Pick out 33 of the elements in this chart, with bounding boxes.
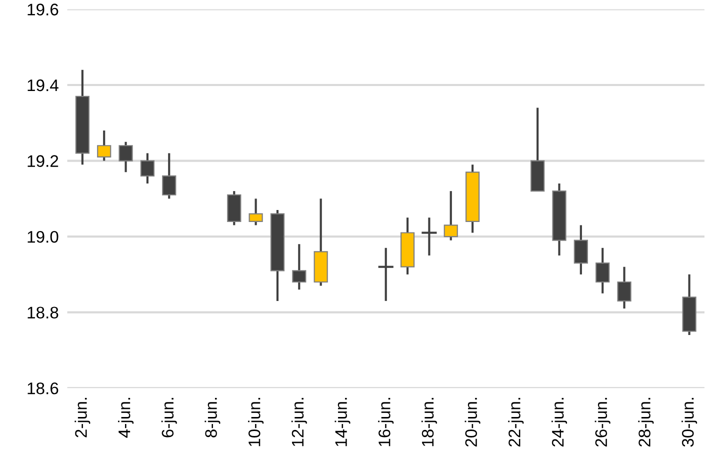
x-tick-label: 6-jun. bbox=[161, 398, 177, 438]
y-tick-label: 19.4 bbox=[28, 79, 58, 92]
y-tick-label: 19.2 bbox=[28, 155, 58, 167]
candlestick bbox=[596, 246, 610, 294]
x-tick-label: 30-jun. bbox=[682, 398, 698, 447]
x-tick-label: 10-jun. bbox=[248, 398, 264, 446]
y-tick-label: 19.6 bbox=[28, 4, 58, 16]
candlestick bbox=[378, 246, 394, 302]
x-tick-label: 2-jun. bbox=[74, 398, 90, 438]
y-tick-label: 19.0 bbox=[28, 230, 58, 243]
x-tick-label: 16-jun. bbox=[378, 398, 394, 446]
x-tick-label: 14-jun. bbox=[334, 398, 350, 446]
candlestick bbox=[617, 266, 632, 310]
candlestick bbox=[140, 152, 155, 185]
candlestick bbox=[118, 140, 133, 174]
x-tick-label: 18-jun. bbox=[421, 398, 437, 446]
candlestick bbox=[97, 129, 112, 162]
y-tick-label: 18.6 bbox=[28, 382, 58, 394]
candlestick bbox=[248, 198, 263, 226]
x-tick-label: 4-jun. bbox=[118, 398, 134, 438]
candlestick bbox=[574, 224, 588, 276]
candlestick bbox=[292, 243, 306, 291]
x-tick-label: 8-jun. bbox=[204, 398, 220, 438]
candlestick bbox=[422, 216, 437, 257]
x-tick-label: 20-jun. bbox=[464, 398, 480, 447]
x-tick-label: 12-jun. bbox=[291, 398, 307, 446]
x-tick-label: 28-jun. bbox=[638, 398, 654, 447]
x-tick-label: 26-jun. bbox=[594, 398, 610, 447]
x-tick-label: 24-jun. bbox=[551, 398, 568, 447]
x-tick-label: 22-jun. bbox=[508, 398, 524, 447]
y-tick-label: 18.8 bbox=[28, 306, 58, 319]
candlestick bbox=[444, 190, 458, 242]
candlestick bbox=[162, 152, 176, 200]
